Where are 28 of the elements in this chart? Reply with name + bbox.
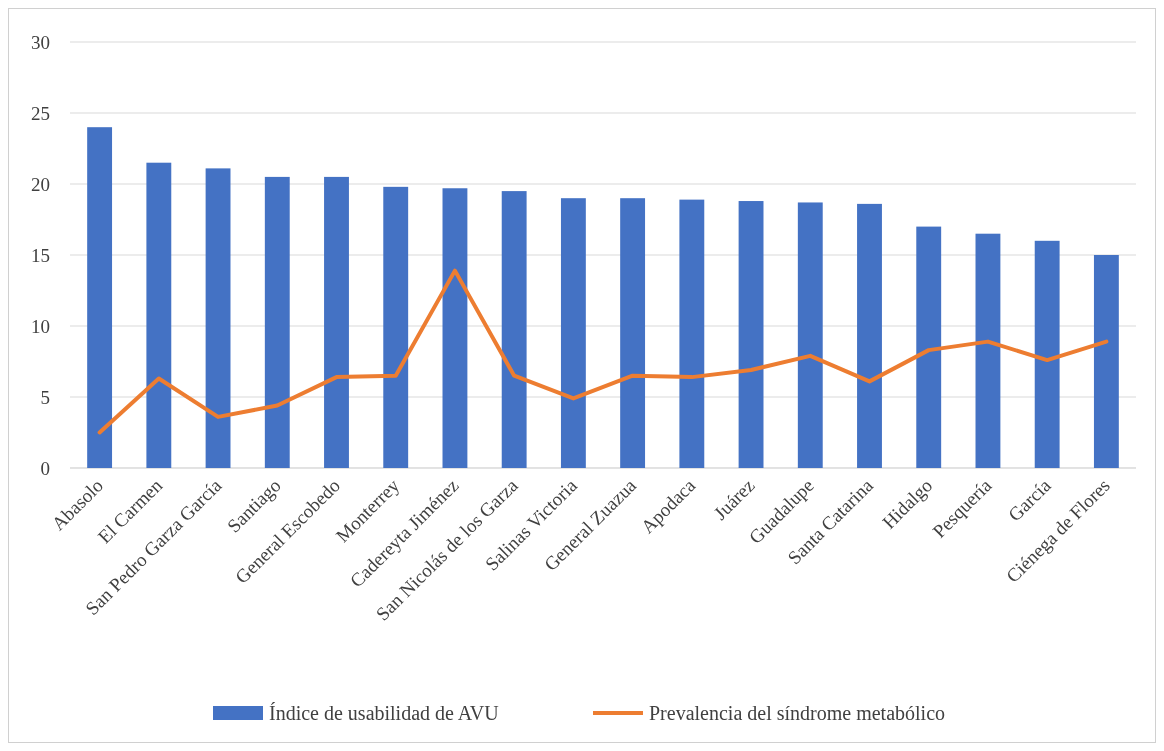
legend-label: Prevalencia del síndrome metabólico (649, 702, 946, 724)
bar (383, 186, 409, 468)
y-tick-label: 0 (40, 457, 50, 479)
bar (738, 201, 764, 468)
bar (324, 176, 349, 468)
bar (975, 233, 1001, 468)
y-tick-label: 15 (31, 244, 50, 266)
line-series (97, 268, 1109, 435)
bar (501, 191, 527, 468)
bar (1034, 240, 1060, 468)
bar (916, 226, 942, 468)
y-tick-label: 25 (31, 102, 50, 124)
bar (620, 198, 646, 468)
bar (264, 176, 290, 468)
bar (205, 168, 231, 468)
bar (146, 162, 172, 468)
bar (442, 188, 468, 468)
y-tick-label: 20 (31, 173, 50, 195)
bar (560, 198, 586, 468)
legend-label: Índice de usabilidad de AVU (269, 702, 500, 724)
y-tick-label: 10 (31, 315, 50, 337)
y-tick-label: 30 (31, 31, 50, 53)
y-tick-label: 5 (40, 386, 50, 408)
bar (679, 199, 705, 468)
bar (797, 202, 823, 468)
bar (1093, 255, 1119, 468)
bar (87, 127, 113, 468)
bar (857, 203, 882, 468)
